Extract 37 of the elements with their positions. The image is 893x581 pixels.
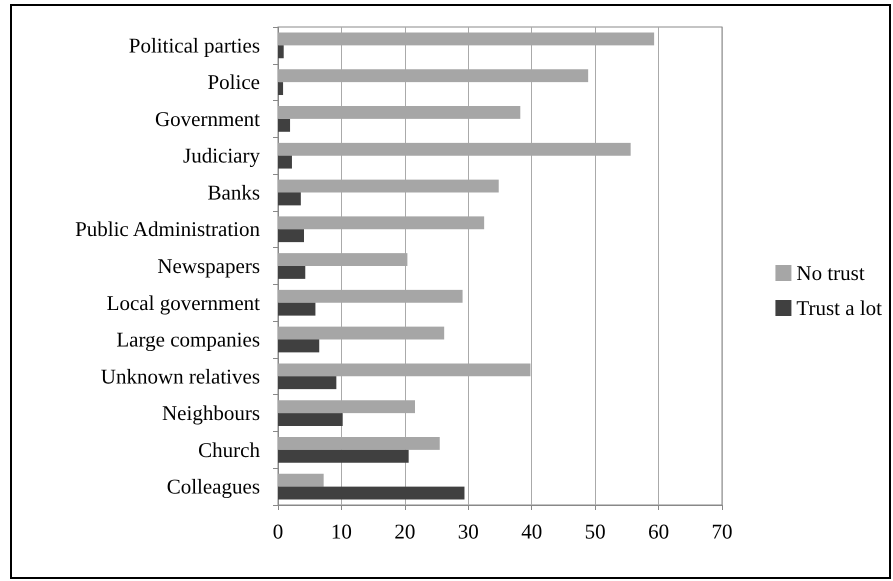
y-tick-label: Colleagues: [166, 474, 260, 499]
bar: [278, 376, 336, 390]
legend-label: No trust: [796, 261, 865, 285]
y-tick-label: Judiciary: [183, 144, 260, 168]
y-tick-label: Large companies: [116, 328, 260, 352]
y-tick-label: Government: [155, 106, 260, 131]
bar: [278, 192, 301, 206]
bar: [278, 45, 284, 58]
y-tick-label: Local government: [106, 290, 260, 315]
bar: [278, 82, 284, 96]
x-tick-label: 10: [330, 520, 352, 544]
x-tick-label: 20: [394, 520, 416, 544]
bar: [278, 302, 316, 316]
x-tick-label: 60: [648, 520, 670, 544]
bar: [278, 266, 306, 279]
x-tick-label: 0: [272, 520, 284, 544]
x-tick-label: 70: [712, 520, 732, 544]
y-tick-label: Unknown relatives: [100, 364, 260, 388]
y-tick-label: Police: [208, 70, 260, 94]
y-tick-label: Banks: [208, 180, 260, 204]
x-tick-label: 50: [584, 520, 606, 544]
bar: [278, 118, 290, 132]
y-tick-label: Newspapers: [157, 254, 260, 278]
x-tick-label: 40: [521, 520, 542, 544]
legend-label: Trust a lot: [796, 296, 882, 320]
bar: [278, 229, 304, 242]
bar: [278, 450, 409, 463]
y-tick-label: Church: [198, 438, 260, 462]
x-tick-label: 30: [458, 520, 479, 544]
bar: [278, 413, 343, 426]
bar: [278, 156, 292, 169]
y-tick-label: Neighbours: [162, 401, 260, 426]
bar: [278, 486, 464, 500]
bar: [278, 340, 320, 352]
y-tick-label: Political parties: [128, 33, 260, 58]
y-tick-label: Public Administration: [75, 217, 260, 242]
bar: [278, 474, 324, 487]
